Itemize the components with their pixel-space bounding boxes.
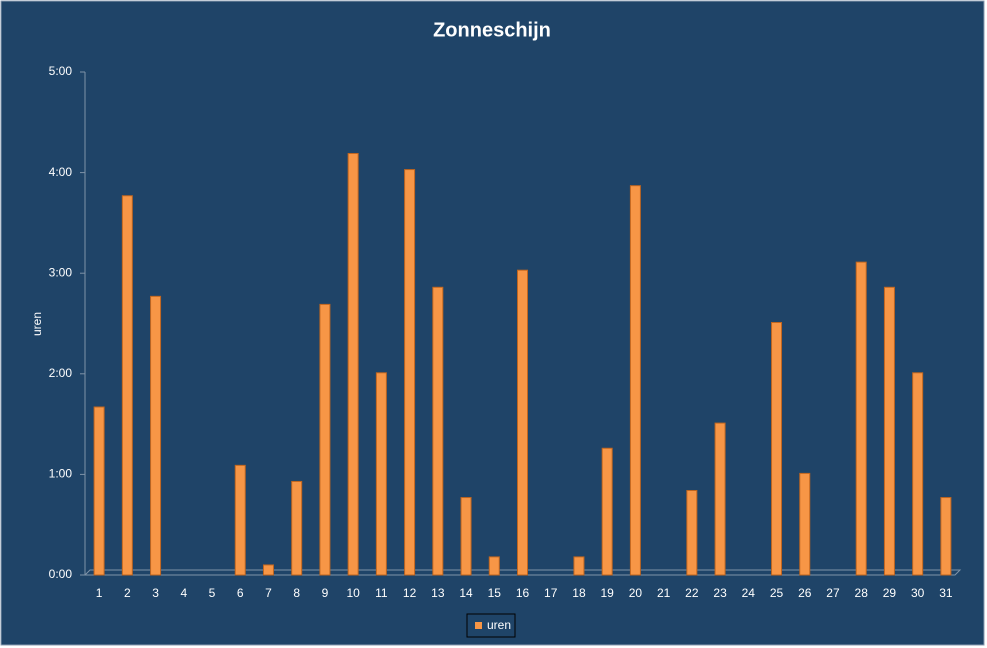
bar	[460, 497, 472, 576]
x-tick-label: 31	[939, 586, 953, 600]
x-tick-label: 14	[459, 586, 473, 600]
bar	[573, 556, 585, 576]
x-tick-label: 8	[293, 586, 300, 600]
x-tick-label: 21	[657, 586, 671, 600]
y-tick-label: 0:00	[49, 567, 73, 581]
x-tick-label: 26	[798, 586, 812, 600]
bar	[771, 321, 783, 576]
x-tick-label: 10	[346, 586, 360, 600]
bar	[940, 497, 952, 576]
x-tick-label: 5	[209, 586, 216, 600]
y-tick-label: 5:00	[49, 64, 73, 78]
x-tick-label: 15	[488, 586, 502, 600]
bar	[150, 295, 162, 576]
bar	[319, 303, 331, 576]
x-tick-label: 11	[375, 586, 388, 600]
bar	[488, 556, 500, 576]
bar	[375, 372, 387, 576]
x-tick-label: 27	[826, 586, 840, 600]
legend-box	[466, 613, 516, 638]
legend-label: uren	[487, 618, 511, 632]
x-tick-label: 2	[124, 586, 131, 600]
bar	[517, 269, 528, 576]
x-tick-label: 29	[883, 586, 897, 600]
y-tick-label: 3:00	[49, 265, 73, 279]
bar	[629, 185, 641, 576]
x-tick-label: 22	[685, 586, 699, 600]
bar	[404, 169, 416, 576]
x-tick-label: 30	[911, 586, 925, 600]
bar	[714, 422, 726, 576]
x-tick-label: 19	[600, 586, 614, 600]
chart-title: Zonneschijn	[433, 19, 551, 41]
bar	[686, 489, 698, 576]
legend-swatch	[475, 622, 482, 629]
bar	[883, 286, 895, 576]
x-tick-label: 6	[237, 586, 244, 600]
x-tick-label: 25	[770, 586, 784, 600]
bar	[347, 152, 359, 576]
bar	[855, 261, 867, 576]
y-tick-label: 4:00	[49, 165, 73, 179]
bar	[799, 472, 811, 576]
bar	[121, 195, 133, 576]
y-tick-label: 1:00	[49, 467, 73, 481]
x-tick-label: 9	[322, 586, 329, 600]
x-tick-label: 24	[742, 586, 756, 600]
bar	[234, 464, 246, 576]
y-axis-label: uren	[30, 312, 44, 336]
x-tick-label: 3	[152, 586, 159, 600]
y-tick-label: 2:00	[49, 366, 73, 380]
bar	[291, 480, 303, 576]
x-tick-label: 28	[855, 586, 869, 600]
bar	[262, 564, 274, 576]
x-tick-label: 13	[431, 586, 445, 600]
x-tick-label: 16	[516, 586, 530, 600]
floor	[83, 569, 962, 576]
bar	[93, 406, 105, 576]
bar	[432, 286, 444, 576]
x-tick-label: 18	[572, 586, 586, 600]
x-tick-label: 17	[544, 586, 558, 600]
x-tick-label: 20	[629, 586, 643, 600]
x-tick-label: 1	[96, 586, 103, 600]
bar	[912, 372, 924, 576]
x-tick-label: 12	[403, 586, 417, 600]
x-tick-label: 23	[713, 586, 727, 600]
bar	[601, 447, 613, 576]
x-tick-label: 7	[265, 586, 272, 600]
x-tick-label: 4	[180, 586, 187, 600]
